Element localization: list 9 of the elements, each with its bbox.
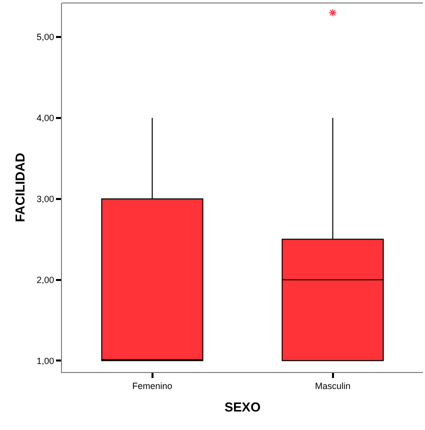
y-tick-label: 2,00	[36, 274, 54, 285]
y-tick-label: 1,00	[36, 356, 54, 366]
x-tick-label: Femenino	[132, 380, 172, 391]
y-axis-title: FACILIDAD	[12, 152, 28, 222]
x-tick-label: Masculin	[314, 380, 351, 391]
y-tick-label: 3,00	[36, 194, 54, 204]
y-tick-label: 4,00	[36, 113, 54, 124]
y-tick-label: 5,00	[36, 32, 54, 42]
x-axis-title: SEXO	[224, 399, 261, 414]
